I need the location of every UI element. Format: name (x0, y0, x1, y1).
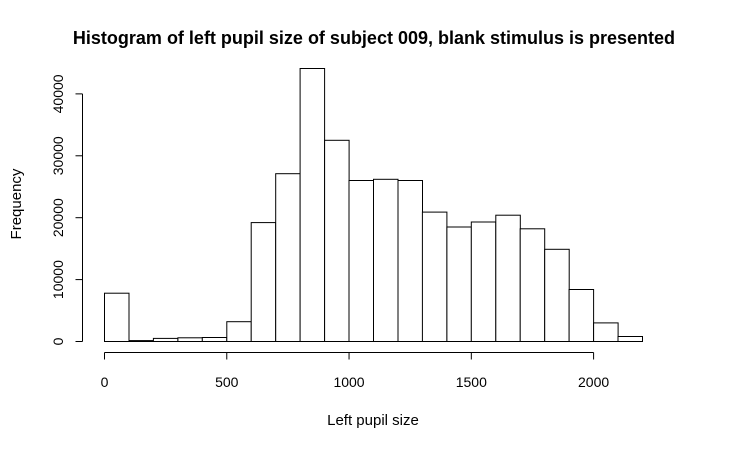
histogram-bar (152, 337, 179, 342)
chart-title: Histogram of left pupil size of subject … (73, 28, 675, 48)
histogram-bar (421, 211, 448, 342)
bars-group (104, 68, 643, 343)
histogram-bar (617, 336, 643, 342)
x-axis-label: Left pupil size (327, 412, 419, 429)
x-tick-label: 1000 (333, 374, 364, 390)
histogram-bar (250, 222, 277, 343)
histogram-bar (544, 248, 570, 342)
y-tick-label: 30000 (50, 136, 66, 175)
x-tick-label: 1500 (456, 374, 487, 390)
histogram-bar (299, 68, 326, 342)
y-axis: 0 10000 20000 30000 40000 (50, 74, 83, 345)
histogram-bar (275, 173, 301, 342)
x-axis: 0 500 1000 1500 2000 (101, 352, 609, 390)
y-tick-label: 40000 (50, 74, 66, 113)
histogram-bar (593, 322, 619, 342)
y-axis-label: Frequency (8, 168, 25, 239)
histogram-bar (128, 340, 154, 343)
histogram-bar (397, 180, 423, 342)
y-tick-label: 10000 (50, 260, 66, 299)
histogram-bar (373, 178, 399, 342)
histogram-bar (519, 228, 546, 342)
y-tick-label: 0 (50, 337, 66, 345)
histogram-bar (348, 180, 374, 342)
histogram-bar (568, 289, 595, 342)
histogram-bar (495, 214, 521, 342)
y-tick-label: 20000 (50, 198, 66, 237)
histogram-bar (104, 292, 130, 343)
x-tick-label: 0 (101, 374, 109, 390)
histogram-bar (324, 139, 350, 342)
histogram-bar (226, 321, 252, 343)
histogram-bar (446, 226, 472, 342)
x-tick-label: 2000 (578, 374, 609, 390)
histogram-bar (470, 221, 497, 342)
histogram-bar (201, 337, 228, 342)
histogram-bar (177, 337, 203, 342)
x-tick-label: 500 (215, 374, 239, 390)
